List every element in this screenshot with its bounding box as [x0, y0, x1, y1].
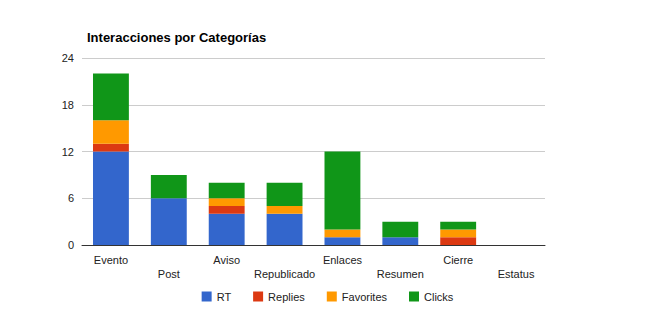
svg-text:RT: RT	[217, 291, 232, 303]
svg-text:18: 18	[62, 99, 74, 111]
svg-text:Enlaces: Enlaces	[323, 254, 363, 266]
svg-text:Resumen: Resumen	[377, 268, 424, 280]
svg-text:Evento: Evento	[94, 254, 128, 266]
svg-text:0: 0	[68, 239, 74, 251]
svg-text:Clicks: Clicks	[424, 291, 454, 303]
svg-text:Post: Post	[158, 268, 180, 280]
svg-text:Aviso: Aviso	[213, 254, 240, 266]
svg-text:Favorites: Favorites	[342, 291, 388, 303]
svg-text:24: 24	[62, 52, 74, 64]
svg-text:Replies: Replies	[268, 291, 305, 303]
svg-text:12: 12	[62, 146, 74, 158]
svg-text:Republicado: Republicado	[254, 268, 315, 280]
svg-text:Interacciones por Categorías: Interacciones por Categorías	[87, 30, 266, 45]
svg-text:Cierre: Cierre	[443, 254, 473, 266]
svg-text:6: 6	[68, 192, 74, 204]
svg-text:Estatus: Estatus	[498, 268, 535, 280]
